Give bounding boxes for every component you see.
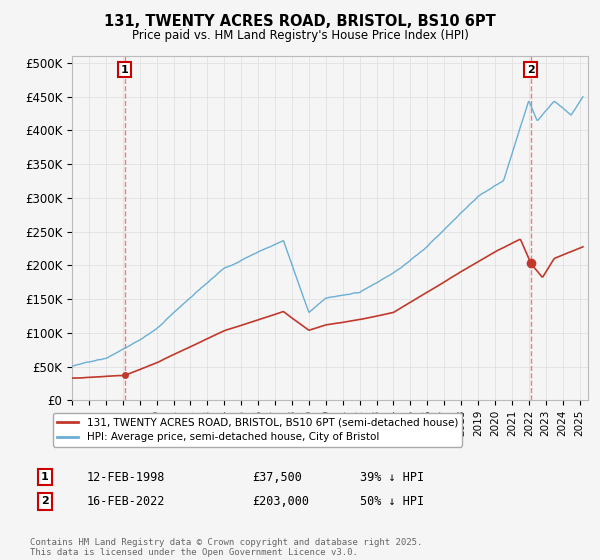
Text: 131, TWENTY ACRES ROAD, BRISTOL, BS10 6PT: 131, TWENTY ACRES ROAD, BRISTOL, BS10 6P…	[104, 14, 496, 29]
Text: 39% ↓ HPI: 39% ↓ HPI	[360, 470, 424, 484]
Text: Contains HM Land Registry data © Crown copyright and database right 2025.
This d: Contains HM Land Registry data © Crown c…	[30, 538, 422, 557]
Text: Price paid vs. HM Land Registry's House Price Index (HPI): Price paid vs. HM Land Registry's House …	[131, 29, 469, 42]
Text: £37,500: £37,500	[252, 470, 302, 484]
Text: 2: 2	[527, 64, 535, 74]
Text: 16-FEB-2022: 16-FEB-2022	[87, 494, 166, 508]
Text: 1: 1	[121, 64, 128, 74]
Text: 2: 2	[41, 496, 49, 506]
Text: 12-FEB-1998: 12-FEB-1998	[87, 470, 166, 484]
Text: 1: 1	[41, 472, 49, 482]
Text: £203,000: £203,000	[252, 494, 309, 508]
Text: 50% ↓ HPI: 50% ↓ HPI	[360, 494, 424, 508]
Legend: 131, TWENTY ACRES ROAD, BRISTOL, BS10 6PT (semi-detached house), HPI: Average pr: 131, TWENTY ACRES ROAD, BRISTOL, BS10 6P…	[53, 413, 462, 446]
